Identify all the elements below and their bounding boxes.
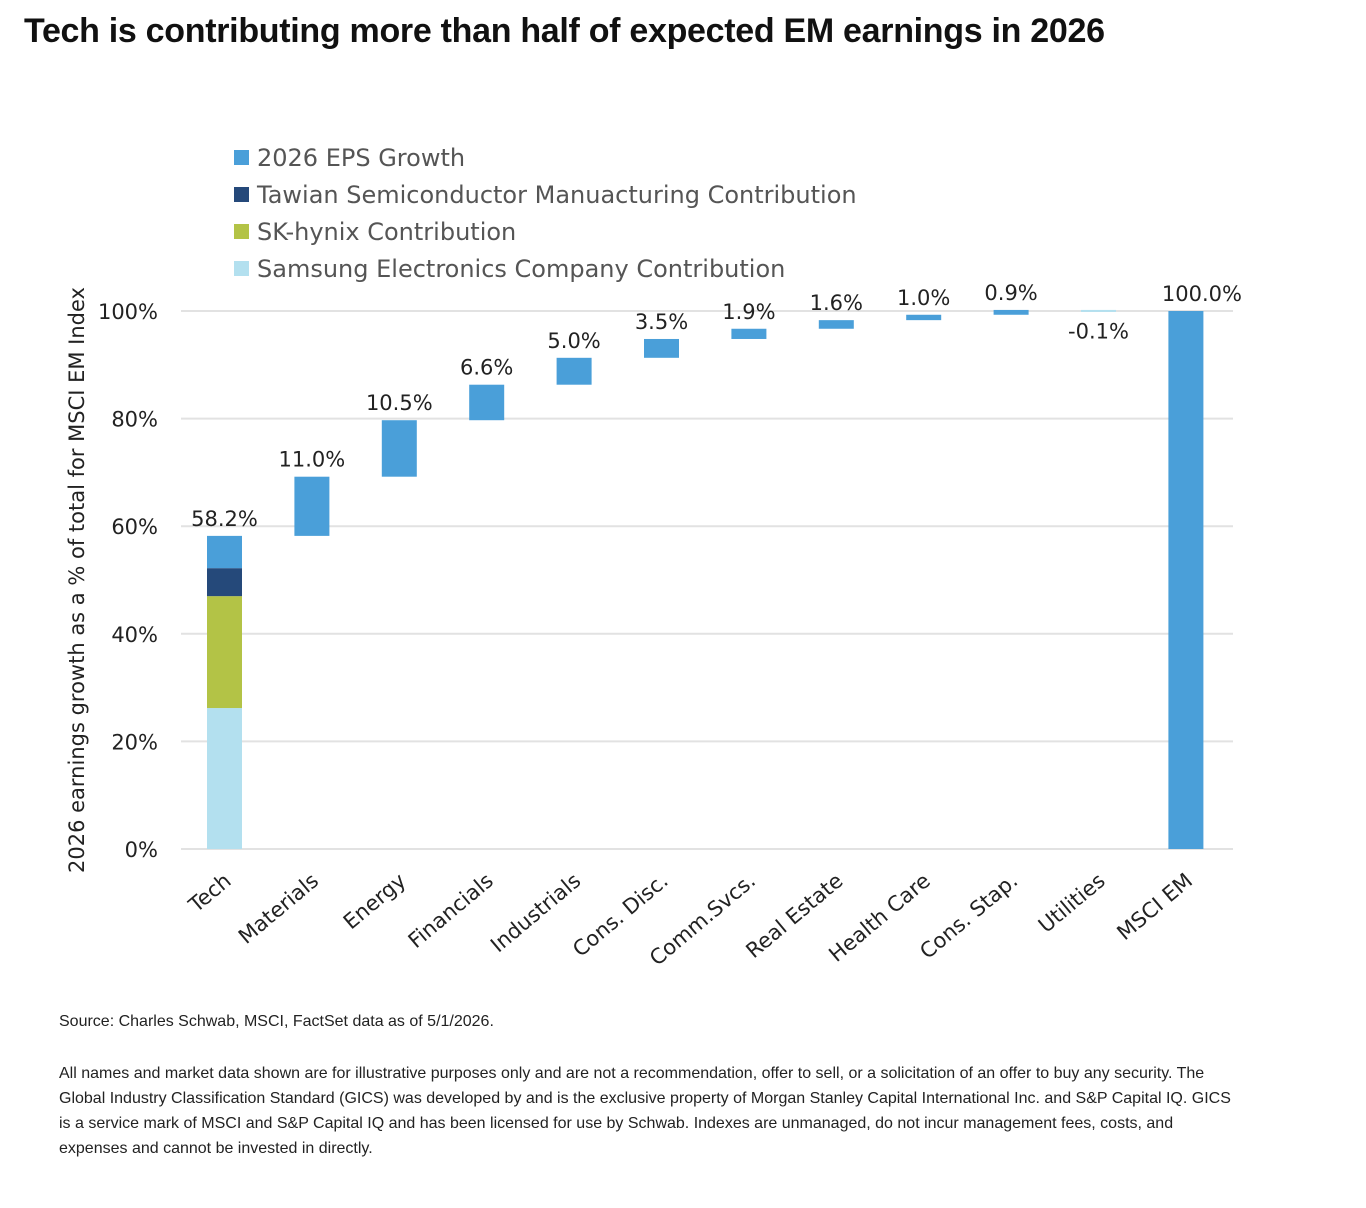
source-note: Source: Charles Schwab, MSCI, FactSet da… xyxy=(59,1013,494,1030)
x-tick-label: Utilities xyxy=(1034,868,1110,937)
legend-swatch xyxy=(234,224,249,239)
legend-label: Tawian Semiconductor Manuacturing Contri… xyxy=(256,181,857,209)
bar-cons-stap xyxy=(993,309,1029,315)
data-label: 100.0% xyxy=(1162,282,1242,306)
legend-label: 2026 EPS Growth xyxy=(257,144,465,172)
disclaimer-text: All names and market data shown are for … xyxy=(59,1065,1231,1157)
bar-total xyxy=(1168,311,1204,849)
page-title: Tech is contributing more than half of e… xyxy=(24,12,1105,50)
y-tick-label: 20% xyxy=(111,730,158,754)
data-label: 0.9% xyxy=(984,281,1037,305)
data-label: -0.1% xyxy=(1068,319,1129,343)
data-label: 11.0% xyxy=(279,448,346,472)
bar-financials xyxy=(469,384,505,421)
legend-swatch xyxy=(234,187,249,202)
y-tick-label: 40% xyxy=(111,623,158,647)
bar-industrials xyxy=(556,357,592,385)
x-tick-label: Tech xyxy=(183,868,235,917)
legend: 2026 EPS Growth Tawian Semiconductor Manu… xyxy=(234,144,857,283)
y-tick-label: 0% xyxy=(125,838,158,862)
tech-skhynix-segment xyxy=(207,596,242,709)
bar-comm-svcs xyxy=(731,328,767,339)
y-tick-label: 60% xyxy=(111,515,158,539)
bar-cons-disc xyxy=(644,338,679,358)
legend-swatch xyxy=(234,150,249,165)
bar-energy xyxy=(381,420,417,477)
x-tick-label: Energy xyxy=(339,868,411,934)
data-label: 1.0% xyxy=(897,286,950,310)
legend-label: Samsung Electronics Company Contribution xyxy=(257,255,785,283)
grid-lines xyxy=(181,310,1233,850)
bar-health-care xyxy=(906,314,942,321)
data-label: 5.0% xyxy=(547,329,600,353)
tech-tsmc-segment xyxy=(207,568,242,597)
bar-materials xyxy=(294,476,330,536)
tech-other-segment xyxy=(207,535,242,569)
bars xyxy=(207,309,1204,849)
y-tick-label: 80% xyxy=(111,408,158,432)
bar-utilities xyxy=(1081,309,1116,312)
waterfall-chart: 0% 20% 40% 60% 80% 100% 58.2% 11.0% 10.5% 6.6% 5.… xyxy=(65,144,1242,970)
x-tick-label: Financials xyxy=(404,868,498,953)
data-label: 1.9% xyxy=(722,300,775,324)
legend-swatch xyxy=(234,261,249,276)
y-axis-ticks: 0% 20% 40% 60% 80% 100% xyxy=(98,300,158,862)
data-label: 10.5% xyxy=(366,391,433,415)
data-label: 58.2% xyxy=(191,507,258,531)
legend-label: SK-hynix Contribution xyxy=(257,218,516,246)
x-tick-label: Materials xyxy=(234,868,323,948)
data-label: 6.6% xyxy=(460,356,513,380)
y-tick-label: 100% xyxy=(98,300,158,324)
x-tick-label: MSCI EM xyxy=(1112,868,1197,944)
tech-samsung-segment xyxy=(207,708,242,849)
data-label: 1.6% xyxy=(810,291,863,315)
bar-real-estate xyxy=(818,320,854,329)
data-label: 3.5% xyxy=(635,310,688,334)
y-axis-title: 2026 earnings growth as a % of total for… xyxy=(65,287,89,873)
data-labels: 58.2% 11.0% 10.5% 6.6% 5.0% 3.5% 1.9% 1.6% 1.0% 0… xyxy=(191,281,1242,531)
